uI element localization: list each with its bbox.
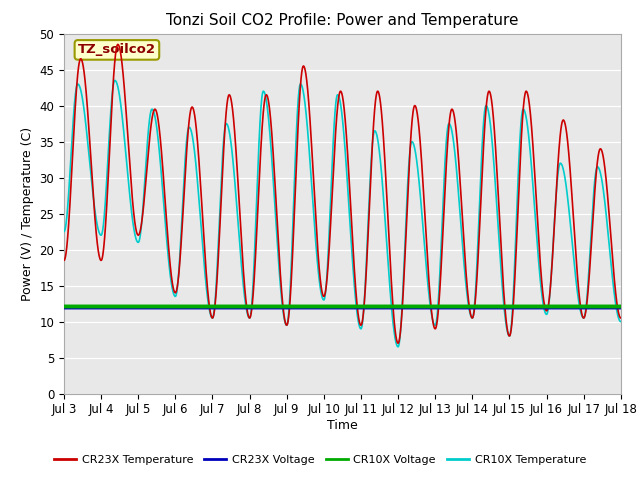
Y-axis label: Power (V) / Temperature (C): Power (V) / Temperature (C) [21,127,34,300]
Legend: CR23X Temperature, CR23X Voltage, CR10X Voltage, CR10X Temperature: CR23X Temperature, CR23X Voltage, CR10X … [49,451,591,469]
X-axis label: Time: Time [327,419,358,432]
Text: TZ_soilco2: TZ_soilco2 [78,43,156,56]
Title: Tonzi Soil CO2 Profile: Power and Temperature: Tonzi Soil CO2 Profile: Power and Temper… [166,13,518,28]
